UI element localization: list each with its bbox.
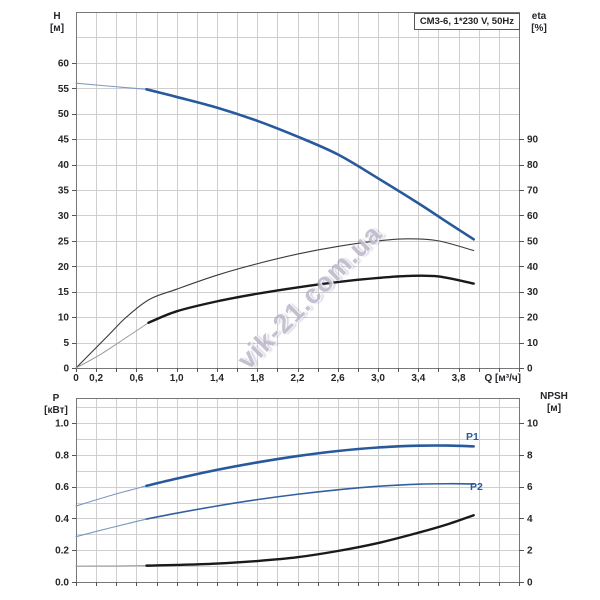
eta-axis-title: eta [%] bbox=[521, 11, 557, 35]
left-tick-label: 15 bbox=[58, 287, 70, 298]
left-tick-label: 0.8 bbox=[55, 450, 69, 461]
right-tick-label: 0 bbox=[527, 578, 533, 589]
left-tick-label: 5 bbox=[63, 338, 69, 349]
x-tick-label: 3,4 bbox=[411, 373, 425, 384]
x-tick-label: 0,6 bbox=[129, 373, 143, 384]
left-tick-label: 0 bbox=[63, 364, 69, 375]
right-tick-label: 90 bbox=[527, 135, 539, 146]
right-tick-label: 4 bbox=[527, 514, 533, 525]
curves bbox=[75, 444, 475, 567]
curve-P2-lead bbox=[75, 518, 148, 538]
left-tick-label: 0.0 bbox=[55, 578, 69, 589]
left-tick-label: 0.6 bbox=[55, 482, 69, 493]
right-tick-label: 80 bbox=[527, 160, 539, 171]
left-tick-label: 0.4 bbox=[55, 514, 69, 525]
right-tick-label: 30 bbox=[527, 287, 539, 298]
left-tick-label: 25 bbox=[58, 236, 70, 247]
p1-curve-label: P1 bbox=[466, 431, 479, 443]
npsh-axis-unit: [м] bbox=[546, 403, 562, 414]
right-tick-label: 10 bbox=[527, 338, 539, 349]
p-axis-label: P bbox=[52, 393, 60, 404]
right-tick-label: 0 bbox=[527, 364, 533, 375]
right-tick-label: 2 bbox=[527, 546, 533, 557]
x-tick-label: 1,8 bbox=[250, 373, 264, 384]
h-axis-title: H [м] bbox=[41, 11, 73, 35]
curve-P1-lead bbox=[75, 485, 148, 507]
curve-eta-pump-curve bbox=[75, 238, 475, 369]
curve-P1 bbox=[145, 444, 475, 488]
right-tick-label: 70 bbox=[527, 186, 539, 197]
npsh-axis-label: NPSH bbox=[540, 391, 568, 402]
curve-P2 bbox=[145, 482, 475, 520]
x-tick-label: 2,6 bbox=[331, 373, 345, 384]
pump-model-label: CM3-6, 1*230 V, 50Hz bbox=[413, 13, 520, 30]
left-tick-label: 40 bbox=[58, 160, 70, 171]
right-tick-label: 20 bbox=[527, 313, 539, 324]
eta-axis-label: eta bbox=[531, 11, 547, 22]
x-tick-label: 0,2 bbox=[89, 373, 103, 384]
x-tick-label: 1,4 bbox=[210, 373, 224, 384]
x-tick-label: 2,2 bbox=[291, 373, 305, 384]
p2-curve-label: P2 bbox=[470, 481, 483, 493]
right-tick-label: 40 bbox=[527, 262, 539, 273]
npsh-axis-title: NPSH [м] bbox=[533, 391, 575, 415]
left-tick-label: 60 bbox=[58, 58, 70, 69]
power-npsh-chart: 0.0 0.2 0.4 0.6 0.8 1.0 0 2 4 6 8 10 bbox=[55, 397, 539, 589]
x-tick-label: 1,0 bbox=[170, 373, 184, 384]
p-axis-unit: [кВт] bbox=[44, 405, 68, 416]
left-tick-label: 50 bbox=[58, 109, 70, 120]
left-tick-label: 35 bbox=[58, 186, 70, 197]
left-tick-label: 55 bbox=[58, 84, 70, 95]
curve-eta-total-lead bbox=[75, 322, 149, 369]
curve-H-curve bbox=[145, 88, 475, 241]
x-tick-label: 3,8 bbox=[452, 373, 466, 384]
h-axis-unit: [м] bbox=[49, 23, 65, 34]
right-tick-label: 10 bbox=[527, 419, 539, 430]
right-tick-label: 60 bbox=[527, 211, 539, 222]
curves bbox=[75, 82, 475, 369]
left-tick-label: 10 bbox=[58, 313, 70, 324]
right-tick-label: 6 bbox=[527, 482, 533, 493]
left-tick-label: 20 bbox=[58, 262, 70, 273]
x-tick-label: 3,0 bbox=[371, 373, 385, 384]
right-tick-label: 8 bbox=[527, 450, 533, 461]
grid bbox=[76, 12, 519, 368]
left-tick-label: 0.2 bbox=[55, 546, 69, 557]
x-axis-title: Q [м³/ч] bbox=[484, 373, 521, 384]
eta-axis-unit: [%] bbox=[531, 23, 547, 34]
left-tick-label: 45 bbox=[58, 135, 70, 146]
left-tick-label: 30 bbox=[58, 211, 70, 222]
h-axis-label: H bbox=[53, 11, 61, 22]
p-axis-title: P [кВт] bbox=[39, 393, 73, 417]
left-tick-label: 1.0 bbox=[55, 419, 69, 430]
curve-H-curve-lead bbox=[75, 82, 148, 90]
x-tick-label: 0 bbox=[73, 373, 79, 384]
hq-chart: 0 0,2 0,6 1,0 1,4 1,8 2,2 2,6 3,0 3,4 3,8 Q [м³/ч] 0… bbox=[58, 11, 539, 384]
grid bbox=[76, 398, 519, 582]
right-tick-label: 50 bbox=[527, 236, 539, 247]
curve-NPSH-curve bbox=[145, 514, 475, 567]
curve-eta-total-curve bbox=[147, 274, 475, 324]
